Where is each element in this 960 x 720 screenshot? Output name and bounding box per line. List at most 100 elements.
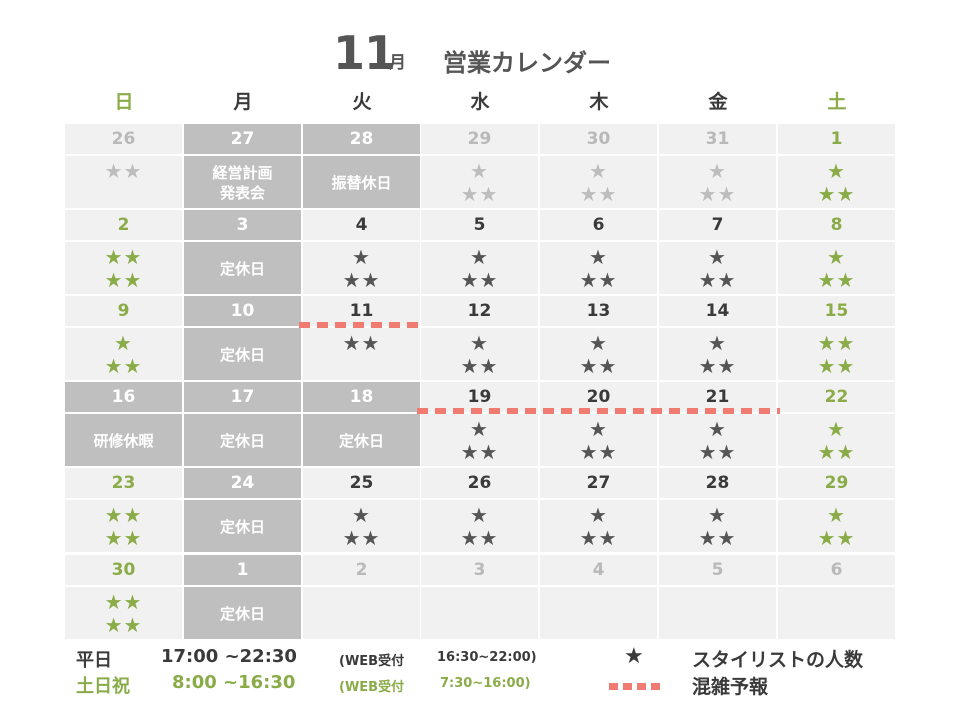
closed-day-note: 研修休暇 xyxy=(93,432,154,450)
cell-divider xyxy=(421,498,538,500)
calendar-day-cell: 27 経営計画 発表会 xyxy=(184,124,301,208)
cell-divider xyxy=(659,240,776,242)
calendar-day-cell: 16 研修休暇 xyxy=(65,382,182,466)
calendar-day-cell: 26 ★★ xyxy=(65,124,182,208)
cell-divider xyxy=(659,154,776,156)
star-row: ★ xyxy=(708,331,727,355)
calendar-day-cell: 30 ★ ★★ xyxy=(540,124,657,208)
day-number: 6 xyxy=(830,560,843,580)
stylist-count-stars: ★ ★★ xyxy=(421,160,538,206)
calendar-day-cell: 3 xyxy=(421,555,538,639)
star-row: ★★ xyxy=(817,440,856,464)
calendar-day-cell: 7 ★ ★★ xyxy=(659,210,776,294)
stylist-count-stars: ★ ★★ xyxy=(65,332,182,378)
month-unit: 月 xyxy=(389,53,406,73)
day-number: 12 xyxy=(467,301,492,321)
calendar-day-cell: 27 ★ ★★ xyxy=(540,468,657,552)
weekday-web-label: (WEB受付 xyxy=(339,654,405,669)
cell-divider xyxy=(659,585,776,587)
weekday-header-sat: 土 xyxy=(827,91,847,113)
stylist-count-stars: ★★ ★★ xyxy=(65,246,182,292)
star-row: ★★ xyxy=(817,354,856,378)
stylist-count-stars: ★★ ★★ xyxy=(778,332,895,378)
stylist-count-stars: ★ ★★ xyxy=(659,246,776,292)
star-row: ★ xyxy=(589,245,608,269)
calendar-day-cell: 6 xyxy=(778,555,895,639)
calendar-day-cell: 21 ★ ★★ xyxy=(659,382,776,466)
day-number: 3 xyxy=(236,215,249,235)
weekday-header-thu: 木 xyxy=(589,91,609,113)
stylist-count-stars: ★ ★★ xyxy=(659,332,776,378)
stylist-count-stars: ★ ★★ xyxy=(778,160,895,206)
cell-divider xyxy=(778,326,895,328)
cell-divider xyxy=(184,498,301,500)
day-number: 9 xyxy=(117,301,130,321)
day-number: 15 xyxy=(824,301,849,321)
day-number: 1 xyxy=(236,560,249,580)
calendar-day-cell: 9 ★ ★★ xyxy=(65,296,182,380)
weekday-header-fri: 金 xyxy=(708,91,728,113)
day-number: 2 xyxy=(117,215,130,235)
calendar-day-cell: 24 定休日 xyxy=(184,468,301,552)
cell-divider xyxy=(659,326,776,328)
weekday-header-sun: 日 xyxy=(114,91,134,113)
star-row: ★ xyxy=(708,503,727,527)
cell-divider xyxy=(184,154,301,156)
calendar-day-cell: 1 定休日 xyxy=(184,555,301,639)
weekday-header-mon: 月 xyxy=(233,91,253,113)
day-number: 13 xyxy=(586,301,611,321)
star-row: ★★ xyxy=(579,354,618,378)
calendar-day-cell: 8 ★ ★★ xyxy=(778,210,895,294)
stylist-count-stars: ★ ★★ xyxy=(540,418,657,464)
cell-divider xyxy=(778,240,895,242)
star-row: ★★ xyxy=(460,526,499,550)
cell-divider xyxy=(540,585,657,587)
calendar-day-cell: 4 xyxy=(540,555,657,639)
star-row: ★ xyxy=(114,331,133,355)
calendar-day-cell: 13 ★ ★★ xyxy=(540,296,657,380)
cell-divider xyxy=(421,585,538,587)
star-row: ★★ xyxy=(342,331,381,355)
calendar-day-cell: 17 定休日 xyxy=(184,382,301,466)
stylist-count-stars: ★ ★★ xyxy=(659,418,776,464)
calendar-day-cell: 20 ★ ★★ xyxy=(540,382,657,466)
calendar-day-cell: 26 ★ ★★ xyxy=(421,468,538,552)
cell-divider xyxy=(303,154,420,156)
star-row: ★★ xyxy=(104,354,143,378)
crowd-forecast-marker xyxy=(417,408,780,414)
cell-divider xyxy=(184,240,301,242)
calendar-day-cell: 14 ★ ★★ xyxy=(659,296,776,380)
weekend-hours-label: 土日祝 xyxy=(76,676,130,697)
star-row: ★★ xyxy=(342,526,381,550)
star-row: ★ xyxy=(827,245,846,269)
calendar-day-cell: 25 ★ ★★ xyxy=(303,468,420,552)
closed-day-note: 定休日 xyxy=(219,605,265,623)
day-number: 14 xyxy=(705,301,730,321)
day-number: 4 xyxy=(592,560,605,580)
cell-divider xyxy=(778,154,895,156)
closed-day-note: 定休日 xyxy=(219,260,265,278)
cell-divider xyxy=(421,154,538,156)
stylist-count-stars: ★ ★★ xyxy=(421,332,538,378)
weekday-hours-value: 17:00 ~22:30 xyxy=(161,646,297,667)
legend-crowd-label: 混雑予報 xyxy=(692,676,769,698)
star-row: ★★ xyxy=(460,440,499,464)
cell-divider xyxy=(303,240,420,242)
cell-divider xyxy=(184,326,301,328)
star-row: ★★ xyxy=(698,440,737,464)
stylist-count-stars: ★ ★★ xyxy=(540,332,657,378)
calendar-day-cell: 28 振替休日 xyxy=(303,124,420,208)
calendar-day-cell: 18 定休日 xyxy=(303,382,420,466)
day-number: 25 xyxy=(349,473,374,493)
closed-day-note: 定休日 xyxy=(219,518,265,536)
star-row: ★ xyxy=(827,503,846,527)
star-row: ★★ xyxy=(698,268,737,292)
day-number: 21 xyxy=(705,387,730,407)
stylist-count-stars: ★ ★★ xyxy=(778,246,895,292)
cell-divider xyxy=(303,585,420,587)
day-number: 16 xyxy=(111,387,136,407)
closed-day-note: 定休日 xyxy=(219,432,265,450)
crowd-forecast-marker xyxy=(299,322,424,328)
star-row: ★ xyxy=(470,245,489,269)
day-number: 8 xyxy=(830,215,843,235)
